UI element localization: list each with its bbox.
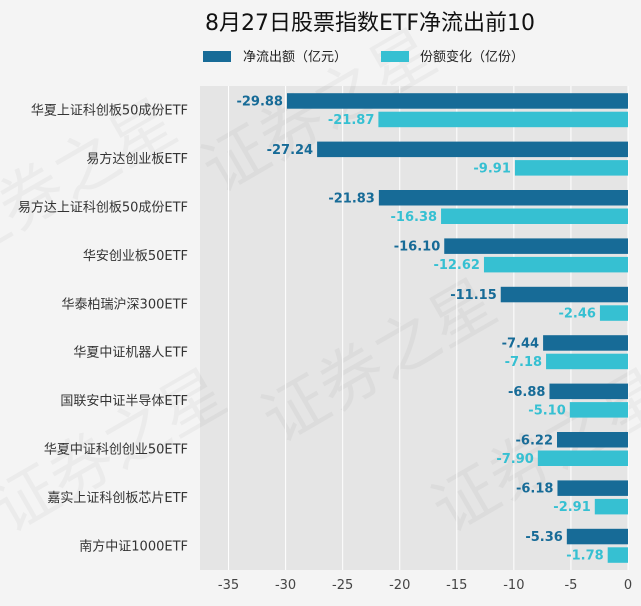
share-change-value-label: -7.90	[496, 452, 533, 467]
category-label: 华安创业板50ETF	[83, 249, 188, 264]
share-change-bar	[483, 256, 628, 273]
share-change-value-label: -9.91	[473, 161, 510, 176]
category-label: 易方达创业板ETF	[86, 151, 188, 167]
x-tick-label: -15	[446, 578, 467, 593]
category-label: 华泰柏瑞沪深300ETF	[62, 296, 188, 312]
share-change-bar	[569, 402, 628, 418]
outflow-bar	[543, 335, 628, 351]
x-tick-label: -30	[275, 578, 296, 593]
outflow-value-label: -5.36	[525, 530, 562, 545]
share-change-value-label: -7.18	[505, 355, 542, 370]
share-change-bar	[546, 353, 628, 370]
legend: 净流出额（亿元） 份额变化（亿份）	[203, 49, 524, 65]
outflow-bar	[557, 480, 628, 496]
legend-label: 份额变化（亿份）	[420, 49, 524, 65]
chart-title: 8月27日股票指数ETF净流出前10	[205, 11, 535, 36]
category-label: 嘉实上证科创板芯片ETF	[47, 491, 188, 506]
outflow-bar	[549, 383, 628, 400]
share-change-bar	[514, 160, 628, 176]
outflow-bar	[286, 93, 628, 109]
share-change-value-label: -2.91	[553, 500, 590, 515]
share-change-value-label: -21.87	[328, 113, 375, 128]
outflow-bar	[557, 432, 628, 448]
share-change-bar	[594, 498, 628, 515]
outflow-value-label: -11.15	[450, 288, 497, 303]
outflow-value-label: -27.24	[267, 143, 314, 158]
share-change-value-label: -16.38	[391, 210, 438, 225]
outflow-bar	[317, 141, 628, 158]
outflow-value-label: -6.88	[508, 385, 545, 400]
outflow-value-label: -6.18	[516, 482, 553, 497]
share-change-bar	[441, 208, 628, 224]
x-tick-label: -5	[564, 578, 577, 593]
share-change-value-label: -5.10	[528, 403, 565, 418]
category-label: 国联安中证半导体ETF	[60, 394, 188, 409]
share-change-bar	[378, 111, 628, 128]
outflow-bar	[566, 528, 628, 545]
legend-swatch	[381, 51, 409, 62]
outflow-value-label: -6.22	[516, 433, 553, 448]
outflow-value-label: -29.88	[236, 94, 283, 109]
category-label: 南方中证1000ETF	[79, 538, 188, 554]
outflow-bar	[444, 238, 628, 254]
share-change-value-label: -2.46	[558, 307, 595, 322]
outflow-bar	[500, 286, 628, 303]
category-labels: 华夏上证科创板50成份ETF 易方达创业板ETF 易方达上证科创板50成份ETF 华安…	[18, 104, 188, 555]
outflow-value-label: -16.10	[394, 240, 441, 255]
outflow-bar	[378, 190, 628, 206]
category-label: 华夏中证机器人ETF	[73, 346, 188, 361]
share-change-value-label: -1.78	[566, 549, 603, 564]
legend-label: 净流出额（亿元）	[243, 50, 347, 65]
category-label: 华夏中证科创创业50ETF	[44, 443, 188, 458]
category-label: 华夏上证科创板50成份ETF	[31, 104, 188, 119]
share-change-bar	[537, 450, 628, 466]
category-label: 易方达上证科创板50成份ETF	[18, 200, 188, 216]
x-tick-label: -35	[218, 578, 239, 593]
share-change-bar	[599, 305, 628, 321]
bars: -29.88 -21.87 -27.24 -9.91 -21.83 -16.38 -16.1…	[236, 93, 628, 564]
x-tick-label: -10	[503, 578, 524, 593]
outflow-value-label: -21.83	[328, 191, 375, 206]
share-change-bar	[607, 547, 628, 563]
share-change-value-label: -12.62	[433, 258, 480, 273]
x-axis-ticks: -35 -30 -25 -20 -15 -10 -5 0	[218, 578, 632, 593]
x-tick-label: 0	[624, 578, 632, 593]
x-tick-label: -25	[332, 578, 353, 593]
legend-swatch	[203, 51, 231, 62]
x-tick-label: -20	[389, 578, 410, 593]
outflow-value-label: -7.44	[502, 336, 539, 351]
